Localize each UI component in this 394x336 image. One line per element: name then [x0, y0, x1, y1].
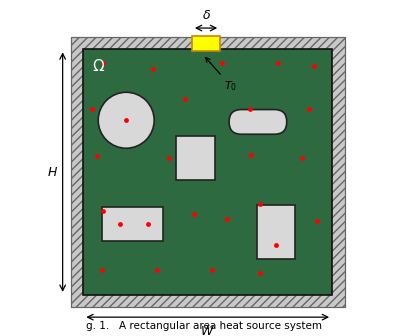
Bar — [102, 207, 163, 241]
Bar — [71, 37, 344, 307]
Text: $H$: $H$ — [47, 166, 58, 179]
Bar — [84, 49, 332, 295]
Bar — [257, 205, 295, 259]
Text: $\Omega$: $\Omega$ — [92, 58, 105, 74]
Text: $T_0$: $T_0$ — [206, 57, 237, 93]
FancyBboxPatch shape — [229, 110, 287, 134]
Text: $\delta$: $\delta$ — [201, 9, 210, 22]
Bar — [176, 136, 215, 180]
Text: $W$: $W$ — [200, 325, 215, 336]
Circle shape — [98, 92, 154, 148]
Text: g. 1.   A rectangular area heat source system: g. 1. A rectangular area heat source sys… — [85, 321, 322, 331]
Bar — [192, 36, 220, 51]
Bar — [71, 37, 344, 307]
